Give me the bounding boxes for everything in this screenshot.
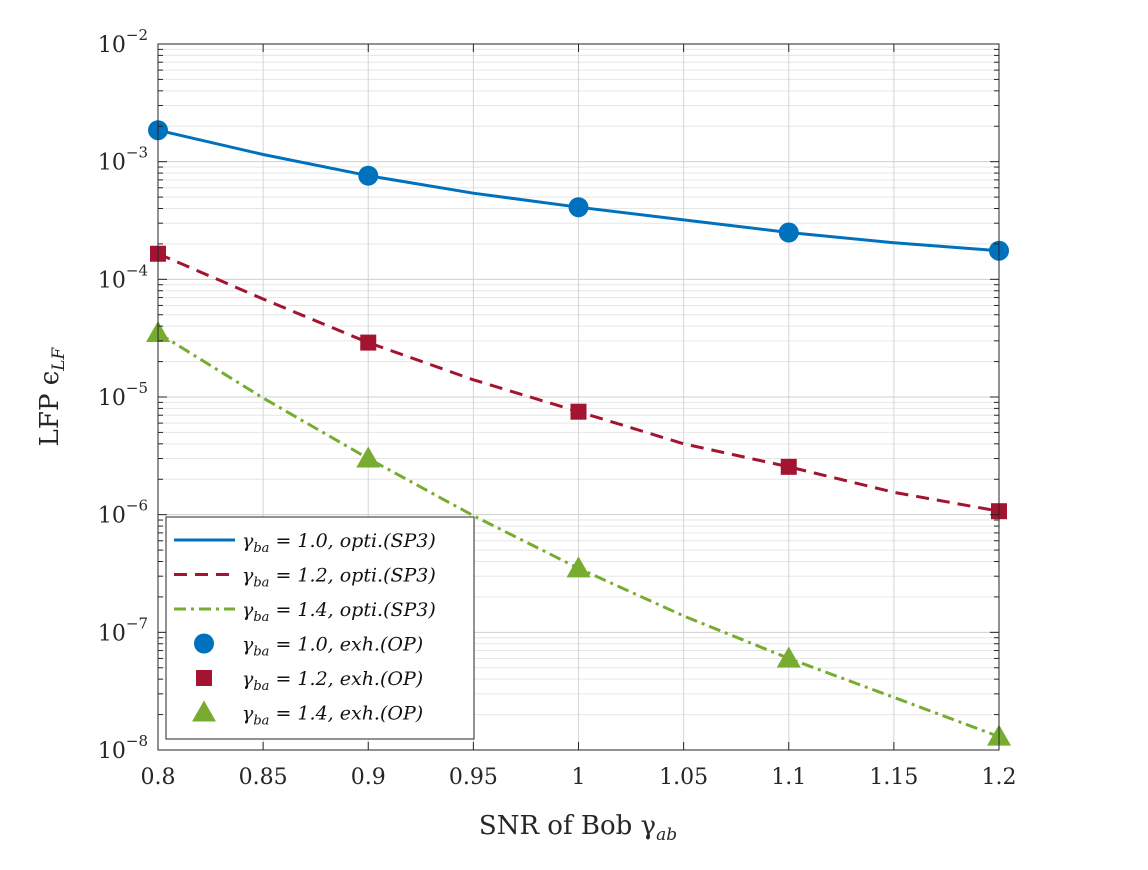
triangle-marker (566, 556, 591, 578)
legend-label: γba = 1.0, exh.(OP) (242, 634, 423, 660)
legend-label: γba = 1.4, exh.(OP) (242, 703, 423, 729)
legend-label: γba = 1.0, opti.(SP3) (242, 530, 436, 556)
circle-marker (568, 197, 589, 218)
square-marker (780, 458, 797, 475)
x-tick-label: 1 (572, 765, 586, 790)
square-marker (570, 403, 587, 420)
legend-triangle-swatch (192, 700, 216, 722)
y-tick-label: 10−2 (98, 26, 148, 58)
y-tick-label: 10−8 (98, 732, 148, 764)
x-tick-label: 1.15 (869, 765, 918, 790)
y-tick-label: 10−4 (98, 261, 148, 293)
x-tick-label: 1.05 (659, 765, 708, 790)
y-axis-title: LFP ϵLF (35, 346, 69, 446)
circle-marker (358, 165, 379, 186)
x-tick-label: 1.1 (771, 765, 806, 790)
circle-marker (778, 222, 799, 243)
x-tick-label: 0.85 (239, 765, 288, 790)
legend-square-swatch (196, 670, 212, 686)
x-tick-label: 1.2 (982, 765, 1017, 790)
triangle-marker (356, 446, 381, 468)
triangle-marker (776, 646, 801, 668)
y-tick-label: 10−7 (98, 614, 148, 646)
legend-label: γba = 1.2, opti.(SP3) (242, 565, 436, 591)
y-tick-label: 10−3 (98, 144, 148, 176)
x-axis-title: SNR of Bob γab (479, 811, 677, 845)
legend-box (165, 516, 475, 740)
x-tick-label: 0.95 (449, 765, 498, 790)
legend-label: γba = 1.4, opti.(SP3) (242, 599, 436, 625)
legend: γba = 1.0, opti.(SP3) γba = 1.2, opti.(SP… (165, 516, 475, 740)
legend-circle-swatch (194, 633, 214, 654)
x-tick-label: 0.8 (141, 765, 176, 790)
x-tick-label: 0.9 (351, 765, 386, 790)
legend-label: γba = 1.2, exh.(OP) (242, 668, 423, 694)
y-tick-label: 10−6 (98, 497, 148, 529)
square-marker (360, 334, 377, 351)
y-tick-label: 10−5 (98, 379, 148, 411)
